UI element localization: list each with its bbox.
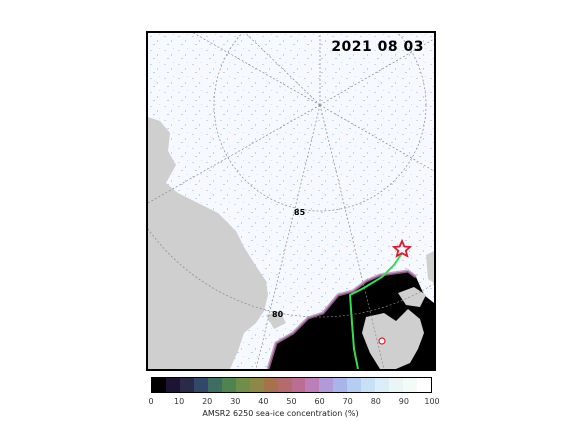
colorbar-swatch xyxy=(165,378,180,392)
colorbar-tick-label: 30 xyxy=(230,397,241,406)
colorbar-swatch xyxy=(417,378,432,392)
colorbar-tick-label: 50 xyxy=(286,397,297,406)
colorbar-tick-label: 40 xyxy=(258,397,269,406)
colorbar-swatch xyxy=(235,378,250,392)
station-marker xyxy=(378,337,386,345)
colorbar-swatch xyxy=(152,378,166,392)
colorbar-swatch xyxy=(207,378,222,392)
colorbar-label: AMSR2 6250 sea-ice concentration (%) xyxy=(202,409,359,418)
colorbar-swatch xyxy=(333,378,348,392)
colorbar-swatch xyxy=(249,378,264,392)
colorbar-swatch xyxy=(361,378,376,392)
colorbar-swatch xyxy=(193,378,208,392)
ship-track xyxy=(348,252,403,369)
colorbar-tick-label: 70 xyxy=(342,397,353,406)
marginal-ice-zone xyxy=(266,269,417,369)
colorbar-tick-label: 90 xyxy=(398,397,409,406)
colorbar-swatch xyxy=(375,378,390,392)
latitude-label-80: 80 xyxy=(272,310,284,319)
colorbar-swatch xyxy=(319,378,334,392)
colorbar-tick-label: 0 xyxy=(148,397,154,406)
colorbar-tick-label: 20 xyxy=(202,397,213,406)
graticule xyxy=(148,33,434,369)
colorbar-swatch xyxy=(179,378,194,392)
colorbar-swatch xyxy=(389,378,404,392)
colorbar-swatch xyxy=(305,378,320,392)
sea-ice-map: 85 80 2021 08 03 xyxy=(146,31,436,371)
colorbar-tick-label: 80 xyxy=(370,397,381,406)
svalbard-land xyxy=(362,309,424,369)
colorbar-tick-label: 10 xyxy=(174,397,185,406)
date-label: 2021 08 03 xyxy=(331,39,424,55)
colorbar-swatch xyxy=(263,378,278,392)
colorbar-tick-label: 60 xyxy=(314,397,325,406)
colorbar-swatch xyxy=(277,378,292,392)
colorbar-swatch xyxy=(347,378,362,392)
coastal-island xyxy=(266,311,286,329)
colorbar-swatch xyxy=(291,378,306,392)
greenland-land xyxy=(148,117,268,369)
colorbar xyxy=(151,377,432,393)
colorbar-swatch xyxy=(403,378,418,392)
map-canvas: 85 80 xyxy=(148,33,434,369)
colorbar-tick-label: 100 xyxy=(424,397,440,406)
latitude-label-85: 85 xyxy=(294,208,306,217)
nordaustlandet-land xyxy=(398,287,426,307)
position-star-marker xyxy=(391,238,413,258)
colorbar-swatch xyxy=(221,378,236,392)
right-edge-land xyxy=(426,251,434,283)
